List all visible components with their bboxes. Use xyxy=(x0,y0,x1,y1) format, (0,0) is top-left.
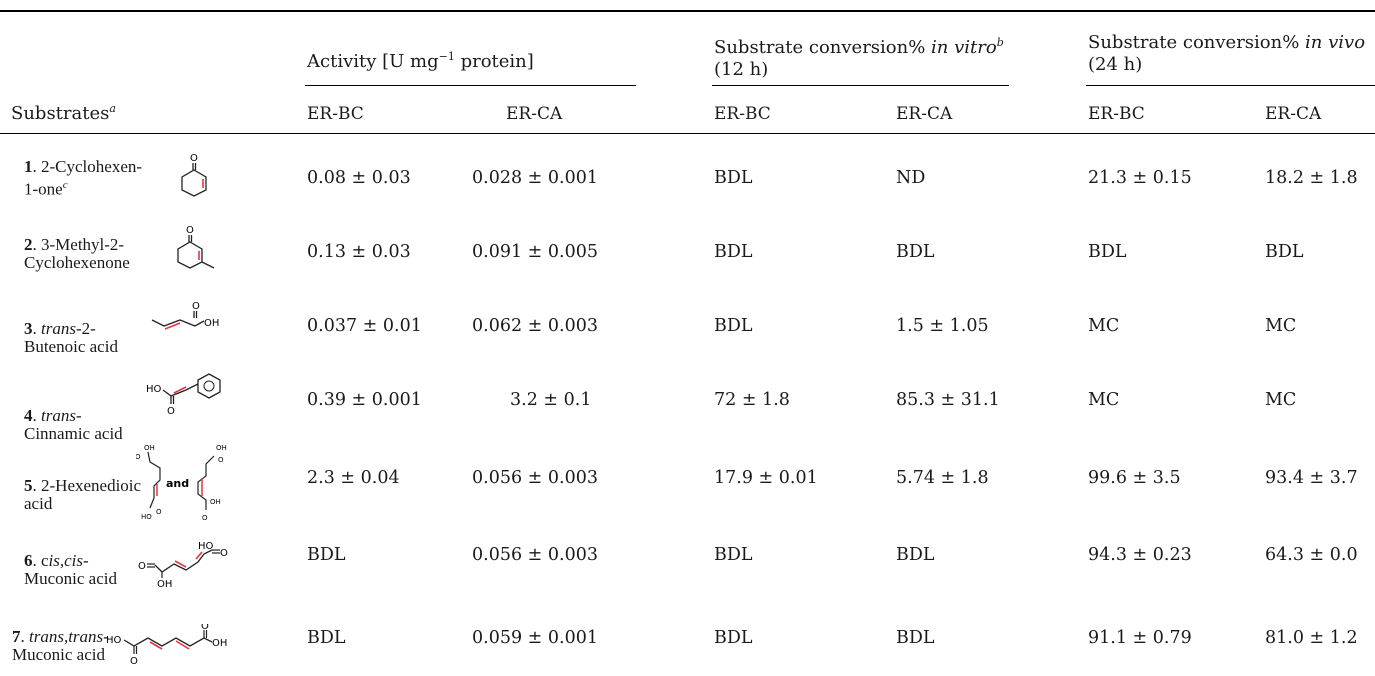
svg-text:OH: OH xyxy=(204,318,219,329)
r6-vitro-bc: BDL xyxy=(714,545,753,565)
r4-act-ca: 3.2 ± 0.1 xyxy=(510,390,592,410)
r3-vitro-bc: BDL xyxy=(714,316,753,336)
r1-vitro-ca: ND xyxy=(896,168,926,188)
r2-act-bc: 0.13 ± 0.03 xyxy=(307,242,411,262)
r3-vitro-ca: 1.5 ± 1.05 xyxy=(896,316,989,336)
r7-act-ca: 0.059 ± 0.001 xyxy=(472,628,598,648)
svg-text:OH: OH xyxy=(216,444,227,452)
substrate-4-name: 4. trans- Cinnamic acid xyxy=(24,406,123,443)
r1-vitro-bc: BDL xyxy=(714,168,753,188)
svg-text:HO: HO xyxy=(141,513,152,521)
cyclohexenone-structure: O xyxy=(181,153,207,197)
r5-act-ca: 0.056 ± 0.003 xyxy=(472,468,598,488)
col-act-ca: ER-CA xyxy=(506,104,563,124)
r7-vivo-ca: 81.0 ± 1.2 xyxy=(1265,628,1358,648)
r6-vitro-ca: BDL xyxy=(896,545,935,565)
methylcyclohexenone-structure: O xyxy=(177,225,215,269)
cis-cis-muconic-acid-structure: O OH HO O xyxy=(138,541,228,588)
top-rule xyxy=(0,10,1375,12)
substrate-6-name: 6. cis,cis- Muconic acid xyxy=(24,551,117,588)
r5-vivo-bc: 99.6 ± 3.5 xyxy=(1088,468,1181,488)
r7-vitro-bc: BDL xyxy=(714,628,753,648)
svg-text:OH: OH xyxy=(157,579,172,588)
r5-vitro-ca: 5.74 ± 1.8 xyxy=(896,468,989,488)
svg-text:O: O xyxy=(220,548,228,559)
r6-act-ca: 0.056 ± 0.003 xyxy=(472,545,598,565)
r7-act-bc: BDL xyxy=(307,628,346,648)
svg-text:HO: HO xyxy=(106,635,122,646)
col-vitro-bc: ER-BC xyxy=(714,104,771,124)
svg-text:O: O xyxy=(156,508,162,516)
svg-text:O: O xyxy=(167,406,175,417)
r4-vitro-ca: 85.3 ± 31.1 xyxy=(896,390,1000,410)
svg-text:O: O xyxy=(218,456,224,464)
vitro-rule xyxy=(712,85,1009,86)
r1-act-bc: 0.08 ± 0.03 xyxy=(307,168,411,188)
r3-act-bc: 0.037 ± 0.01 xyxy=(307,316,422,336)
substrate-3-name: 3. trans-2- Butenoic acid xyxy=(24,319,118,356)
svg-text:O: O xyxy=(186,225,194,236)
r1-act-ca: 0.028 ± 0.001 xyxy=(472,168,598,188)
vivo-rule xyxy=(1086,85,1375,86)
svg-text:O: O xyxy=(130,656,138,667)
hexenedioic-acid-structure: OH O HO O and OH O OH O xyxy=(136,444,227,522)
r2-act-ca: 0.091 ± 0.005 xyxy=(472,242,598,262)
r6-vivo-ca: 64.3 ± 0.0 xyxy=(1265,545,1358,565)
svg-text:OH: OH xyxy=(144,444,155,452)
svg-text:O: O xyxy=(190,153,198,164)
svg-text:O: O xyxy=(136,453,141,461)
butenoic-acid-structure: O OH xyxy=(151,301,219,330)
svg-text:OH: OH xyxy=(210,498,221,506)
activity-rule xyxy=(305,85,636,86)
r2-vitro-bc: BDL xyxy=(714,242,753,262)
header-vitro: Substrate conversion% in vitrob (12 h) xyxy=(714,36,1004,80)
r4-vivo-ca: MC xyxy=(1265,390,1297,410)
header-vivo: Substrate conversion% in vivo (24 h) xyxy=(1088,32,1366,75)
r3-vivo-bc: MC xyxy=(1088,316,1120,336)
trans-trans-muconic-acid-structure: HO O O OH xyxy=(106,624,227,667)
svg-text:O: O xyxy=(202,514,208,522)
r7-vitro-ca: BDL xyxy=(896,628,935,648)
r4-vitro-bc: 72 ± 1.8 xyxy=(714,390,790,410)
r6-act-bc: BDL xyxy=(307,545,346,565)
substrate-2-name: 2. 3-Methyl-2- Cyclohexenone xyxy=(24,235,130,272)
r1-vivo-ca: 18.2 ± 1.8 xyxy=(1265,168,1358,188)
r7-vivo-bc: 91.1 ± 0.79 xyxy=(1088,628,1192,648)
r3-vivo-ca: MC xyxy=(1265,316,1297,336)
header-activity: Activity [U mg−1 protein] xyxy=(307,50,534,72)
col-vivo-bc: ER-BC xyxy=(1088,104,1145,124)
r2-vivo-bc: BDL xyxy=(1088,242,1127,262)
svg-text:HO: HO xyxy=(146,384,162,395)
r6-vivo-bc: 94.3 ± 0.23 xyxy=(1088,545,1192,565)
svg-text:O: O xyxy=(138,561,146,572)
r5-vivo-ca: 93.4 ± 3.7 xyxy=(1265,468,1358,488)
r4-vivo-bc: MC xyxy=(1088,390,1120,410)
r2-vivo-ca: BDL xyxy=(1265,242,1304,262)
col-act-bc: ER-BC xyxy=(307,104,364,124)
r4-act-bc: 0.39 ± 0.001 xyxy=(307,390,422,410)
r2-vitro-ca: BDL xyxy=(896,242,935,262)
r1-vivo-bc: 21.3 ± 0.15 xyxy=(1088,168,1192,188)
r3-act-ca: 0.062 ± 0.003 xyxy=(472,316,598,336)
substrate-5-name: 5. 2-Hexenedioic acid xyxy=(24,476,142,513)
substrate-1-name: 1. 2-Cyclohexen- 1-onec xyxy=(24,157,143,199)
svg-text:O: O xyxy=(201,624,209,632)
header-rule xyxy=(0,133,1375,134)
substrate-7-name: 7. trans,trans- Muconic acid xyxy=(12,627,109,664)
r5-vitro-bc: 17.9 ± 0.01 xyxy=(714,468,818,488)
cinnamic-acid-structure: HO O xyxy=(146,373,221,417)
header-substrates: Substratesa xyxy=(11,102,116,124)
svg-text:and: and xyxy=(166,477,189,490)
svg-text:HO: HO xyxy=(198,541,214,552)
svg-text:OH: OH xyxy=(212,638,227,649)
r5-act-bc: 2.3 ± 0.04 xyxy=(307,468,400,488)
col-vivo-ca: ER-CA xyxy=(1265,104,1322,124)
col-vitro-ca: ER-CA xyxy=(896,104,953,124)
svg-text:O: O xyxy=(192,301,200,312)
